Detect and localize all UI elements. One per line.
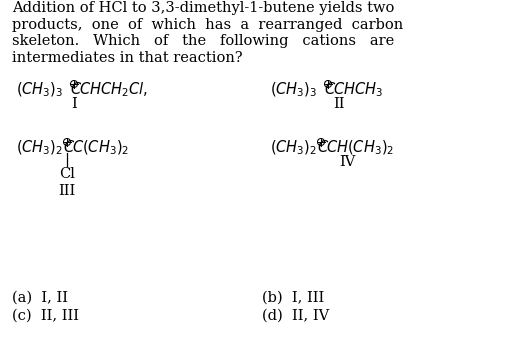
- Text: $C$: $C$: [70, 81, 82, 97]
- Text: III: III: [58, 184, 76, 198]
- Text: (a)  I, II: (a) I, II: [12, 291, 68, 305]
- Text: Cl: Cl: [59, 167, 75, 181]
- Text: $(CH_3)_2$: $(CH_3)_2$: [270, 138, 317, 157]
- Text: $C$: $C$: [324, 81, 336, 97]
- Text: $C(CH_3)_2$: $C(CH_3)_2$: [72, 138, 130, 157]
- Text: $(CH_3)_3$: $(CH_3)_3$: [270, 80, 317, 99]
- Text: $CHCH_3$: $CHCH_3$: [333, 80, 383, 99]
- Text: $CH(CH_3)_2$: $CH(CH_3)_2$: [326, 138, 394, 157]
- Text: (c)  II, III: (c) II, III: [12, 309, 79, 323]
- Text: $(CH_3)_2$: $(CH_3)_2$: [16, 138, 63, 157]
- Text: intermediates in that reaction?: intermediates in that reaction?: [12, 51, 243, 65]
- Text: products,  one  of  which  has  a  rearranged  carbon: products, one of which has a rearranged …: [12, 17, 403, 31]
- Text: (d)  II, IV: (d) II, IV: [262, 309, 329, 323]
- Text: $(CH_3)_3$: $(CH_3)_3$: [16, 80, 63, 99]
- Text: Addition of HCl to 3,3-dimethyl-1-butene yields two: Addition of HCl to 3,3-dimethyl-1-butene…: [12, 1, 394, 15]
- Text: skeleton.   Which   of   the   following   cations   are: skeleton. Which of the following cations…: [12, 34, 394, 48]
- Text: $CHCH_2Cl,$: $CHCH_2Cl,$: [79, 80, 148, 99]
- Text: IV: IV: [339, 155, 355, 169]
- Text: II: II: [333, 97, 345, 111]
- Text: (b)  I, III: (b) I, III: [262, 291, 324, 305]
- Text: $C$: $C$: [63, 139, 75, 155]
- Text: $C$: $C$: [317, 139, 329, 155]
- Text: I: I: [71, 97, 77, 111]
